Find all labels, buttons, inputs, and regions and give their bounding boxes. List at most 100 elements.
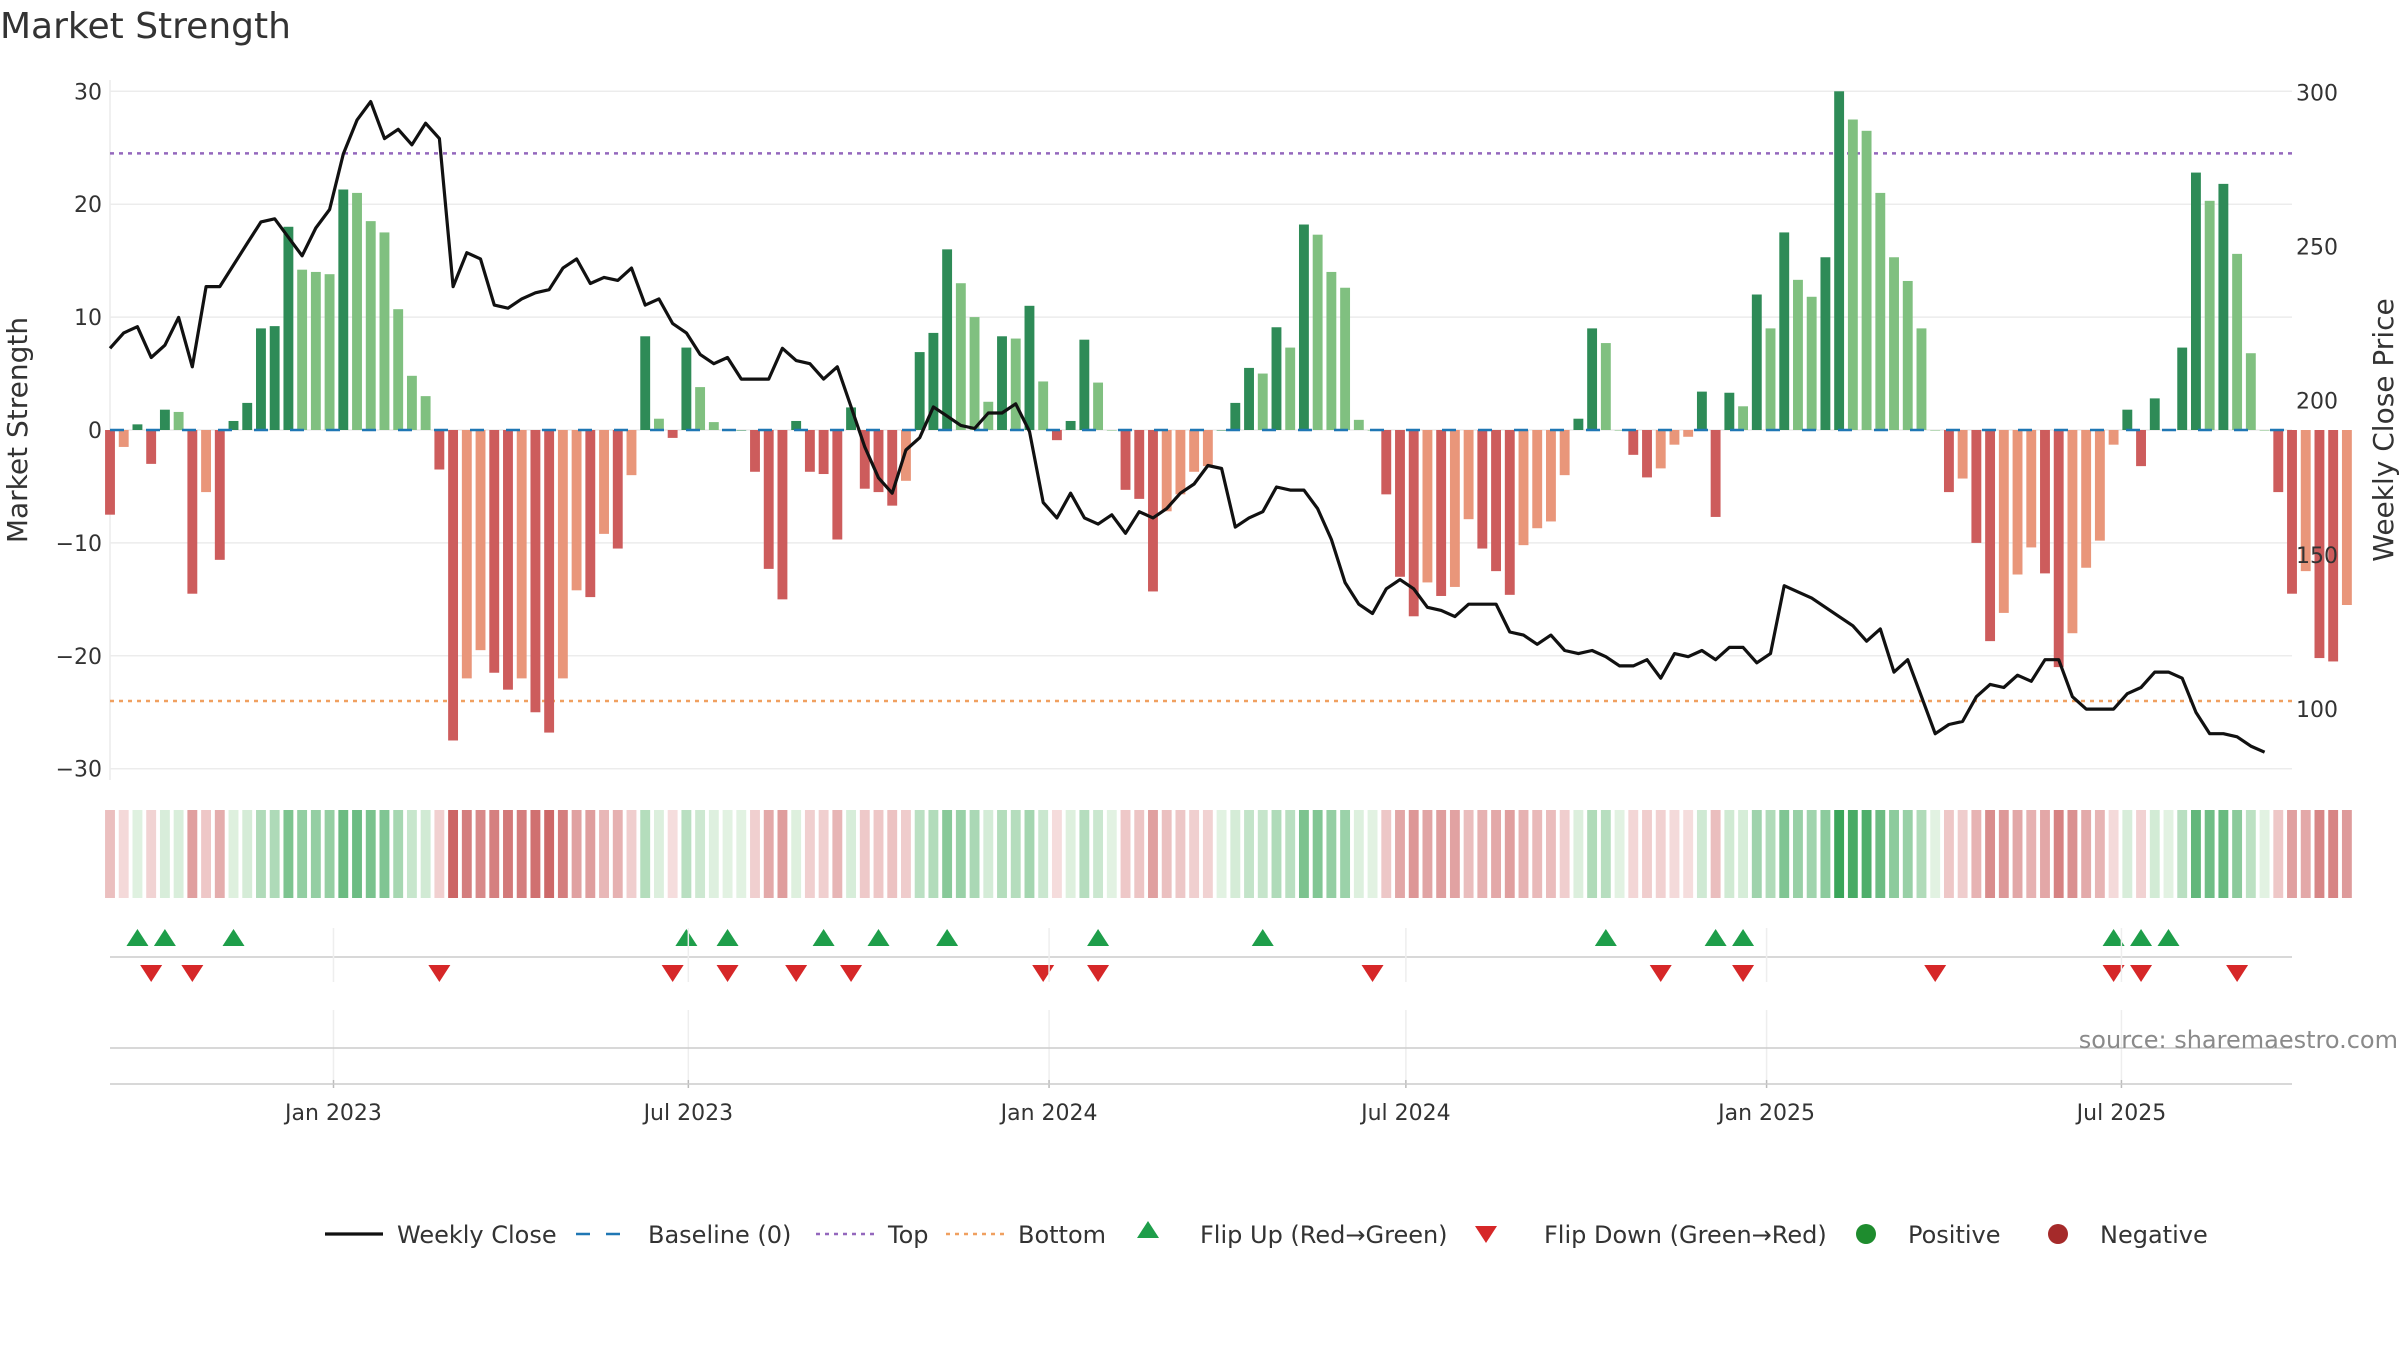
heat-cell [283,810,294,898]
heat-cell [1298,810,1309,898]
legend-swatch-negative [2048,1224,2068,1244]
heat-cell [1504,810,1515,898]
heat-cell [1175,810,1186,898]
heat-cell [708,810,719,898]
heat-cell [516,810,527,898]
heat-cell [1065,810,1076,898]
strength-bar [420,396,431,430]
strength-bar [1889,257,1899,430]
strength-bar [2067,430,2078,634]
strength-bar [2081,430,2092,568]
strength-bar [928,332,939,430]
heat-cell [804,810,815,898]
strength-bar [1230,402,1241,430]
legend: Weekly Close Baseline (0) Top Bottom Flip Up… [325,1221,2208,1249]
strength-bar [1065,420,1076,430]
heat-cell [1820,810,1831,898]
strength-bar [1765,328,1776,430]
flip-down-marker [428,965,451,982]
heat-cell [1312,810,1323,898]
strength-bar [599,430,609,534]
heat-cell [1889,810,1899,898]
flip-down-marker [840,965,863,982]
strength-bar [461,430,472,679]
heat-cell [1600,810,1611,898]
y-tick-label: 0 [88,419,102,444]
strength-bar [640,336,651,430]
strength-bar [695,387,706,430]
heat-cell [1422,810,1433,898]
strength-bar [736,430,747,431]
strength-bar [2040,430,2050,574]
heat-cell [612,810,623,898]
reference-lines [110,152,2292,703]
flip-up-marker [153,929,176,946]
y-tick-label: 20 [74,193,102,218]
strength-bar [228,420,239,430]
strength-bar [1120,430,1131,490]
strength-bar [708,422,719,430]
heat-cell [530,810,541,898]
strength-bar [983,401,994,430]
heat-cell [1943,810,1954,898]
flip-up-marker [867,929,890,946]
strength-bar [1298,224,1309,430]
heat-cell [1353,810,1364,898]
heat-cell [955,810,966,898]
strength-bar [352,192,362,430]
heat-cell [1148,810,1158,898]
heat-cell [1985,810,1996,898]
strength-bar [1106,430,1117,431]
strength-bar [1669,430,1680,445]
heat-cell [1793,810,1803,898]
heat-cell [1408,810,1419,898]
strength-bar [1875,192,1886,430]
strength-bar [173,411,184,430]
strength-bar [955,283,966,430]
x-tick-label: Jul 2024 [1359,1101,1451,1126]
heat-cell [1093,810,1104,898]
heat-cell [1875,810,1886,898]
heat-cell [1710,810,1721,898]
strength-bar [914,352,925,430]
flip-down-marker [1924,965,1947,982]
heat-cell [599,810,609,898]
legend-item: Bottom [946,1221,1106,1249]
heat-cell [1971,810,1982,898]
heat-cell [777,810,788,898]
heat-cell [846,810,856,898]
strength-bar [1614,430,1625,431]
legend-item: Flip Up (Red→Green) [1137,1221,1448,1249]
legend-swatch-flip-down [1475,1226,1497,1243]
flip-markers [110,929,2292,982]
heat-cell [2314,810,2325,898]
strength-bar [365,221,376,430]
strength-bar [2328,430,2339,662]
flip-down-marker [661,965,684,982]
heat-cell [379,810,390,898]
heat-cell [1532,810,1543,898]
strength-bar [1477,430,1488,549]
heat-cell [1367,810,1378,898]
chart-title: Market Strength [0,6,291,47]
strength-bar [2136,430,2146,467]
strength-bar [1985,430,1996,642]
legend-swatch-flip-up [1137,1221,1159,1238]
heat-cell [2218,810,2229,898]
strength-bar [1559,430,1570,476]
strength-bar [846,407,856,430]
strength-bar [187,430,198,594]
heat-cell [1724,810,1735,898]
legend-label: Negative [2100,1221,2208,1249]
flip-up-marker [1594,929,1617,946]
flip-up-marker [126,929,149,946]
heat-cell [1449,810,1460,898]
heat-cell [1765,810,1776,898]
flip-down-marker [1361,965,1384,982]
y2-tick-label: 200 [2296,390,2338,415]
strength-bar [1449,430,1460,587]
x-tick-label: Jan 2023 [283,1101,382,1126]
strength-bar [105,430,115,515]
heat-cell [1573,810,1584,898]
heat-cell [1340,810,1351,898]
